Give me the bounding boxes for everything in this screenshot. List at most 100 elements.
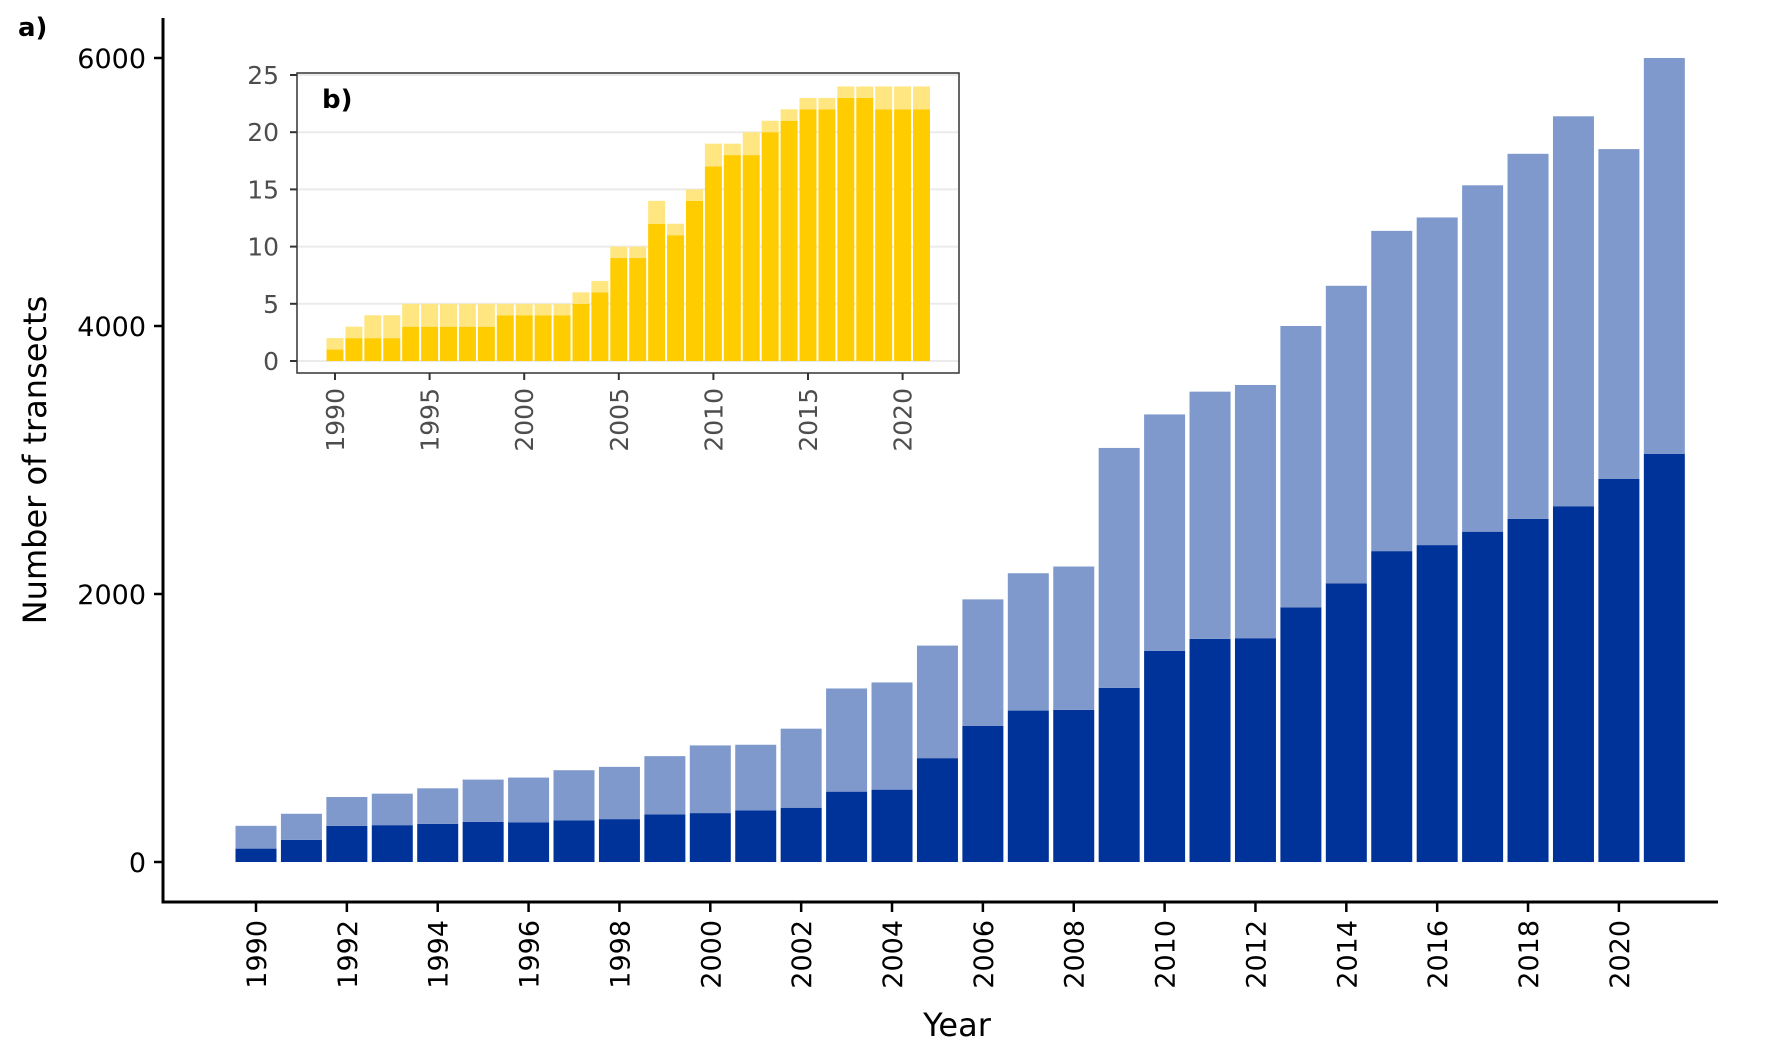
main-bar-1998-light [598, 766, 640, 820]
inset-bar-1990-light [326, 338, 344, 350]
main-bar-2018-light [1507, 153, 1549, 519]
main-bar-2017-light [1462, 185, 1504, 532]
main-x-tick-label: 2000 [696, 920, 727, 989]
inset-bar-1995-dark [421, 326, 439, 361]
main-bar-2014-light [1325, 285, 1367, 584]
inset-bar-2006-dark [629, 258, 647, 361]
inset-bar-2017-dark [837, 97, 855, 361]
main-bar-2019-dark [1552, 506, 1594, 862]
inset-bar-2007-dark [648, 223, 666, 361]
inset-x-ticks: 1990 1995 2000 2005 2010 2015 2020 [321, 373, 918, 452]
inset-x-tick-label: 2015 [794, 388, 823, 452]
main-bar-2015-dark [1371, 551, 1413, 862]
inset-bar-2012-light [742, 132, 760, 156]
main-x-tick-label: 2002 [787, 920, 818, 989]
main-bar-2020-dark [1598, 478, 1640, 862]
main-bar-1997-light [553, 770, 595, 821]
main-y-tick-label: 6000 [77, 44, 146, 75]
inset-bar-2004-dark [591, 292, 609, 361]
main-bar-2016-light [1416, 217, 1458, 546]
main-bar-1994-light [417, 788, 459, 824]
main-bar-2001-light [735, 744, 777, 811]
main-bar-1994-dark [417, 823, 459, 862]
main-bar-2021-light [1643, 58, 1685, 454]
inset-bar-1992-light [364, 315, 382, 339]
inset-bar-2018-dark [856, 97, 874, 361]
main-bar-2017-dark [1462, 531, 1504, 862]
inset-bar-2019-dark [875, 109, 893, 361]
inset-bar-2000-dark [515, 315, 533, 361]
main-x-ticks: 1990 1992 1994 1996 1998 2000 2002 2004 2006 2008… [242, 902, 1636, 989]
inset-bar-1994-light [402, 303, 420, 327]
main-bar-2011-dark [1189, 638, 1231, 862]
main-bar-2005-light [916, 645, 958, 759]
main-bar-2000-dark [689, 813, 731, 862]
main-bar-2004-dark [871, 789, 913, 862]
inset-bar-2015-light [799, 97, 817, 110]
main-x-tick-label: 1992 [333, 920, 364, 989]
main-bar-2010-light [1144, 414, 1186, 651]
inset-bar-2013-dark [761, 132, 779, 361]
inset-y-tick-label: 0 [263, 347, 279, 376]
inset-bar-2021-light [913, 86, 931, 110]
inset-x-tick-label: 2000 [510, 388, 539, 452]
inset-bar-2015-dark [799, 109, 817, 361]
main-bar-1991-light [280, 813, 322, 840]
main-bar-2007-dark [1007, 710, 1049, 862]
main-bar-1993-light [371, 793, 413, 826]
main-bar-2001-dark [735, 810, 777, 862]
main-bar-2004-light [871, 682, 913, 790]
main-x-tick-label: 1994 [424, 920, 455, 989]
inset-bar-2006-light [629, 246, 647, 259]
main-bar-1991-dark [280, 839, 322, 862]
inset-bar-1996-dark [440, 326, 458, 361]
inset-bar-1998-light [477, 303, 495, 327]
inset-bar-2010-dark [704, 166, 722, 361]
main-x-tick-label: 2010 [1151, 920, 1182, 989]
inset-bar-2003-dark [572, 303, 590, 361]
inset-bar-2020-light [894, 86, 912, 110]
inset-y-tick-label: 20 [247, 118, 279, 147]
inset-bar-2005-light [610, 246, 628, 259]
main-x-tick-label: 2004 [878, 920, 909, 989]
inset-bar-2008-dark [667, 235, 685, 361]
inset-border [296, 72, 960, 374]
inset-bar-1996-light [440, 303, 458, 327]
inset-bar-1997-dark [458, 326, 476, 361]
main-bar-2006-dark [962, 725, 1004, 862]
main-bar-2021-dark [1643, 453, 1685, 862]
inset-bars [326, 86, 931, 361]
inset-bar-1999-dark [496, 315, 514, 361]
main-bar-2009-dark [1098, 687, 1140, 862]
main-x-tick-label: 2020 [1605, 920, 1636, 989]
inset-bar-2001-dark [534, 315, 552, 361]
main-bar-2002-dark [780, 807, 822, 862]
main-bar-1993-dark [371, 825, 413, 862]
main-y-tick-label: 2000 [77, 580, 146, 611]
main-bar-2010-dark [1144, 650, 1186, 862]
main-bar-2016-dark [1416, 545, 1458, 862]
inset-bar-2017-light [837, 86, 855, 98]
main-chart: 0 2000 4000 6000 1990 1992 1994 1996 1998 2000 20… [16, 13, 1718, 1044]
inset-bar-1993-dark [383, 338, 401, 361]
main-y-tick-label: 0 [129, 848, 146, 879]
inset-bar-2009-dark [685, 200, 703, 361]
main-bar-2000-light [689, 745, 731, 814]
main-bar-2002-light [780, 728, 822, 808]
inset-panel-label: b) [322, 85, 353, 115]
inset-x-tick-label: 1995 [416, 388, 445, 452]
inset-bar-2011-dark [723, 155, 741, 361]
inset-bar-2009-light [685, 189, 703, 201]
main-bars [235, 58, 1685, 862]
inset-bar-2005-dark [610, 258, 628, 361]
main-bar-2009-light [1098, 447, 1140, 688]
main-bar-1990-dark [235, 848, 277, 862]
main-y-axis-title: Number of transects [16, 296, 54, 625]
main-bar-1999-light [644, 756, 686, 815]
inset-bar-1994-dark [402, 326, 420, 361]
inset-x-tick-label: 2005 [605, 388, 634, 452]
main-bar-2007-light [1007, 573, 1049, 711]
main-bar-2012-dark [1234, 638, 1276, 862]
